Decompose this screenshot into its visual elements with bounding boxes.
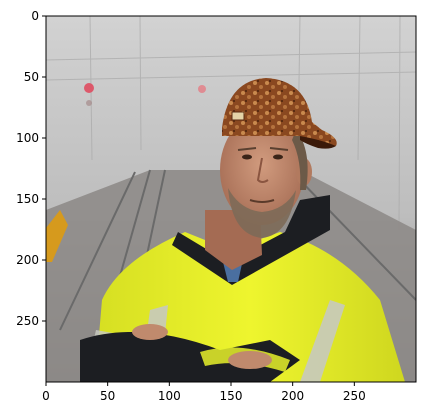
beard — [228, 188, 296, 238]
signal-light-right — [198, 85, 206, 93]
y-tick-label: 200 — [16, 253, 39, 267]
orange-sign — [46, 210, 68, 262]
signal-light-left — [84, 83, 94, 93]
hand-right — [228, 351, 272, 369]
y-tick-label: 250 — [16, 314, 39, 328]
face — [220, 115, 304, 225]
x-axis: 0 50 100 150 200 250 — [42, 382, 366, 403]
y-axis: 0 50 100 150 200 250 — [16, 9, 46, 328]
hat-label — [231, 111, 245, 121]
x-tick-label: 100 — [158, 389, 181, 403]
reflective-strip-right — [300, 300, 345, 382]
x-tick-label: 200 — [281, 389, 304, 403]
hand-left — [132, 324, 168, 340]
y-tick-label: 0 — [31, 9, 39, 23]
photo — [46, 16, 416, 382]
x-tick-label: 250 — [343, 389, 366, 403]
eye-right — [273, 154, 283, 160]
crossed-arms — [80, 332, 300, 382]
hair — [292, 130, 308, 190]
y-tick-label: 50 — [24, 70, 39, 84]
jacket-collar — [172, 195, 330, 285]
x-tick-label: 150 — [220, 389, 243, 403]
y-tick-label: 150 — [16, 192, 39, 206]
y-tick-label: 100 — [16, 131, 39, 145]
x-tick-label: 0 — [42, 389, 50, 403]
x-tick-label: 50 — [100, 389, 115, 403]
eye-left — [242, 154, 252, 160]
scumbag-hat — [222, 78, 337, 146]
